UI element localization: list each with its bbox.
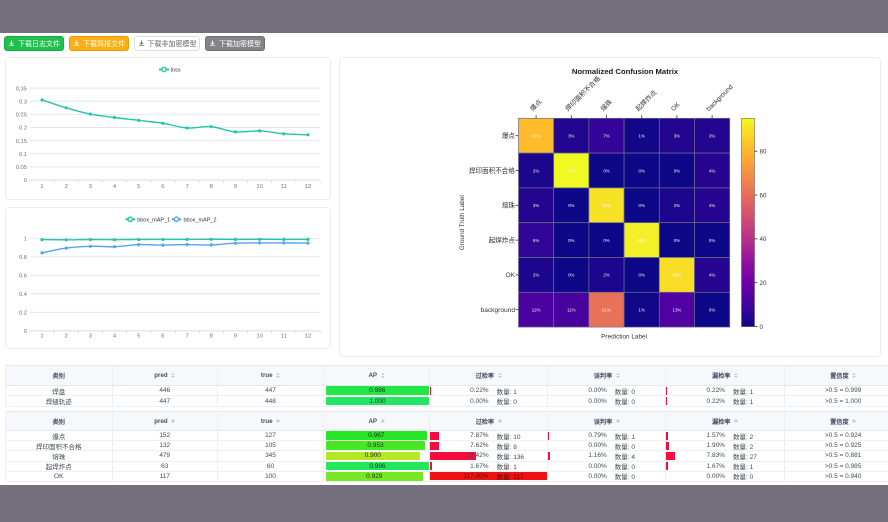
svg-text:93%: 93% [637,238,646,243]
svg-text:background: background [481,307,516,314]
svg-text:60: 60 [760,192,767,199]
svg-text:2%: 2% [533,273,539,278]
svg-text:0.8: 0.8 [19,255,27,261]
svg-text:7: 7 [185,184,188,190]
svg-text:0%: 0% [639,203,645,208]
svg-text:2: 2 [65,334,68,340]
svg-text:2: 2 [65,184,68,190]
svg-text:1: 1 [40,184,43,190]
svg-text:4%: 4% [709,168,715,173]
svg-text:0%: 0% [709,308,715,313]
svg-text:爆点: 爆点 [502,131,516,140]
svg-text:3%: 3% [674,134,680,139]
svg-text:OK: OK [505,272,515,279]
svg-text:3%: 3% [568,134,574,139]
svg-text:11: 11 [281,334,287,340]
svg-text:11: 11 [281,184,287,190]
svg-text:4%: 4% [709,203,715,208]
svg-text:6: 6 [161,334,164,340]
svg-text:8: 8 [210,184,213,190]
svg-text:0%: 0% [674,168,680,173]
svg-text:0.6: 0.6 [19,274,27,280]
svg-text:10: 10 [256,184,262,190]
svg-text:12%: 12% [532,308,541,313]
svg-text:0: 0 [24,329,27,335]
svg-text:11%: 11% [567,308,576,313]
svg-text:焊印面积不合格: 焊印面积不合格 [469,166,516,175]
svg-text:0%: 0% [709,238,715,243]
svg-text:6%: 6% [533,238,539,243]
svg-text:61%: 61% [602,308,611,313]
svg-text:81%: 81% [532,134,541,139]
svg-text:Normalized Confusion Matrix: Normalized Confusion Matrix [572,67,679,76]
svg-text:7: 7 [185,334,188,340]
svg-text:0.4: 0.4 [19,292,28,298]
svg-text:0%: 0% [674,238,680,243]
svg-text:12: 12 [305,184,311,190]
svg-text:95%: 95% [567,168,576,173]
svg-text:1%: 1% [639,134,645,139]
svg-text:0.1: 0.1 [19,152,27,158]
svg-text:12: 12 [305,334,311,340]
svg-text:80: 80 [760,149,767,156]
svg-text:Ground Truth Label: Ground Truth Label [459,195,466,250]
svg-text:background: background [705,83,735,113]
svg-text:bbox_mAP_2: bbox_mAP_2 [184,218,217,224]
svg-text:5: 5 [137,334,140,340]
svg-text:5: 5 [137,184,140,190]
svg-text:2%: 2% [533,168,539,173]
svg-text:熔珠: 熔珠 [598,97,614,113]
svg-text:9: 9 [234,184,237,190]
svg-text:0.25: 0.25 [16,113,27,119]
svg-text:0.3: 0.3 [19,99,27,105]
svg-text:0%: 0% [603,238,609,243]
svg-text:40: 40 [760,236,767,243]
svg-text:熔珠: 熔珠 [502,201,516,210]
svg-text:0%: 0% [568,203,574,208]
svg-text:bbox_mAP_1: bbox_mAP_1 [137,218,170,224]
svg-text:2%: 2% [674,203,680,208]
svg-text:0%: 0% [568,238,574,243]
svg-text:7%: 7% [603,134,609,139]
svg-text:爆点: 爆点 [528,97,544,113]
svg-text:0%: 0% [568,273,574,278]
svg-text:8: 8 [210,334,213,340]
svg-text:1%: 1% [639,308,645,313]
svg-text:Prediction Label: Prediction Label [601,334,647,341]
svg-text:OK: OK [670,101,682,113]
svg-text:起焊炸点: 起焊炸点 [489,235,516,244]
svg-text:90%: 90% [602,203,611,208]
svg-text:0.05: 0.05 [16,165,27,171]
svg-text:0.2: 0.2 [19,126,27,132]
svg-text:0.2: 0.2 [19,311,27,317]
svg-text:3: 3 [89,184,92,190]
svg-text:6: 6 [161,184,164,190]
svg-text:20: 20 [760,280,767,287]
svg-text:0: 0 [760,324,764,331]
svg-text:0%: 0% [639,168,645,173]
svg-text:1: 1 [24,237,27,243]
svg-text:0.15: 0.15 [16,139,27,145]
svg-text:0: 0 [24,178,27,184]
svg-text:loss: loss [171,68,181,74]
svg-text:4: 4 [113,334,117,340]
svg-text:4: 4 [113,184,117,190]
svg-text:1: 1 [40,334,43,340]
svg-text:2%: 2% [603,273,609,278]
svg-text:0%: 0% [603,168,609,173]
svg-text:3%: 3% [533,203,539,208]
svg-text:焊印面积不合格: 焊印面积不合格 [563,74,602,113]
svg-text:0.35: 0.35 [16,86,27,92]
svg-text:9: 9 [234,334,237,340]
svg-text:10: 10 [256,334,262,340]
svg-text:起焊炸点: 起焊炸点 [633,88,658,113]
svg-text:0%: 0% [639,273,645,278]
svg-text:13%: 13% [673,308,682,313]
svg-text:4%: 4% [709,273,715,278]
svg-text:3: 3 [89,334,92,340]
svg-text:89%: 89% [673,273,682,278]
svg-text:3%: 3% [709,134,715,139]
